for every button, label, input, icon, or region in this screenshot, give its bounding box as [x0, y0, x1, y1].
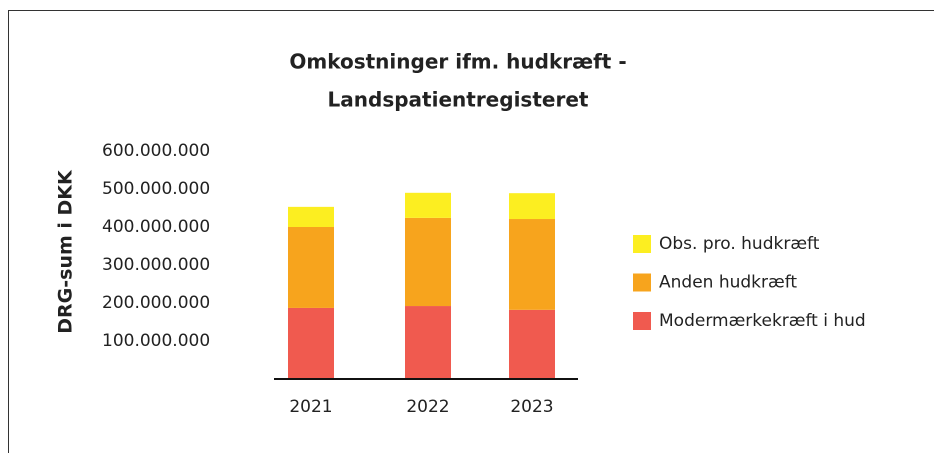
legend-label: Obs. pro. hudkræft: [659, 234, 820, 254]
y-tick-label: 200.000.000: [102, 293, 210, 313]
legend-swatch: [633, 312, 651, 330]
x-tick-label: 2022: [406, 397, 449, 417]
bar-segment: [405, 217, 451, 307]
bar-segment: [405, 192, 451, 218]
chart-title: Omkostninger ifm. hudkræft -: [289, 50, 626, 74]
legend-label: Modermærkekræft i hud: [659, 311, 866, 331]
x-tick-label: 2021: [289, 397, 332, 417]
bar-segment: [509, 309, 555, 379]
y-tick-label: 600.000.000: [102, 141, 210, 161]
y-axis-label: DRG-sum i DKK: [55, 169, 77, 334]
legend-swatch: [633, 273, 651, 292]
frame: [8, 10, 934, 453]
bar-segment: [288, 307, 334, 379]
chart-title: Landspatientregisteret: [328, 88, 589, 112]
legend-swatch: [633, 235, 651, 253]
bar-segment: [288, 206, 334, 227]
y-tick-label: 300.000.000: [102, 255, 210, 275]
bar-segment: [288, 227, 334, 308]
y-tick-label: 100.000.000: [102, 331, 210, 351]
bar-segment: [509, 193, 555, 220]
bar-segment: [509, 219, 555, 310]
legend-label: Anden hudkræft: [659, 273, 797, 293]
y-tick-label: 500.000.000: [102, 179, 210, 199]
y-tick-label: 400.000.000: [102, 217, 210, 237]
bar-segment: [405, 306, 451, 379]
x-tick-label: 2023: [510, 397, 553, 417]
